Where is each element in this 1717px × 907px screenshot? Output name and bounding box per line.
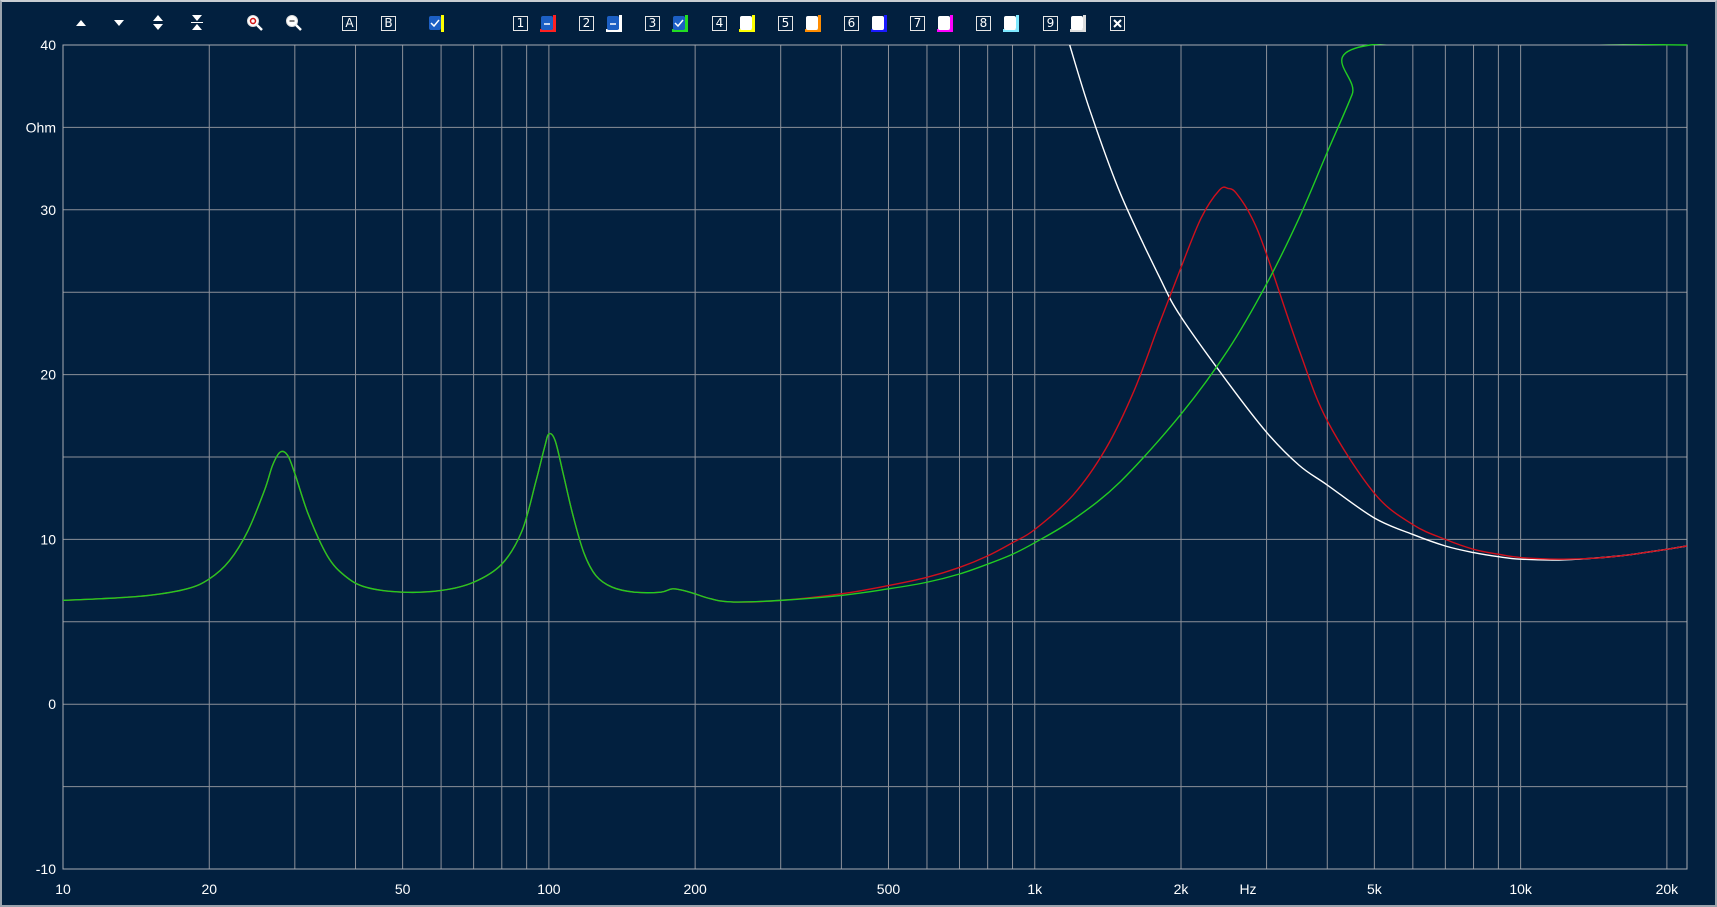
channel-4-key[interactable]: 4 [712,12,727,34]
x-tick-label: 50 [395,881,411,897]
x-tick-label: 500 [877,881,901,897]
x-tick-label: 1k [1027,881,1043,897]
y-tick-label: 30 [40,202,56,218]
plot-area-border [62,44,1688,870]
channel-7-key[interactable]: 7 [910,12,925,34]
marker-b-label: B [381,15,396,31]
green-impedance-curve [63,44,1687,603]
x-tick-label: 5k [1367,881,1383,897]
chart-series [63,44,1687,603]
channel-3-checkbox[interactable] [672,15,688,32]
marker-a-button[interactable]: A [342,12,357,34]
y-tick-label: -10 [36,861,56,877]
channel-8-key[interactable]: 8 [976,12,991,34]
y-tick-label: 10 [40,531,56,547]
channel-6-checkbox[interactable] [871,15,887,32]
channel-9-label: 9 [1043,15,1058,31]
channel-4-label: 4 [712,15,727,31]
channel-6-label: 6 [844,15,859,31]
channel-8-label: 8 [976,15,991,31]
channel-7-label: 7 [910,15,925,31]
x-tick-label: 10k [1509,881,1533,897]
channel-5-key[interactable]: 5 [778,12,793,34]
y-axis-unit-label: Ohm [26,119,56,135]
channel-7-checkbox[interactable] [937,15,953,32]
x-tick-label: 20 [201,881,217,897]
close-box-icon[interactable] [1110,12,1125,34]
channel-5-check-state [806,16,818,30]
channel-1-key[interactable]: 1 [513,12,528,34]
white-impedance-curve [1069,44,1687,561]
channel-5-checkbox[interactable] [805,15,821,32]
channel-3-key[interactable]: 3 [645,12,660,34]
y-tick-label: 40 [40,37,56,53]
channel-6-check-state [872,16,884,30]
zoom-out-icon[interactable] [282,12,306,34]
overlay-toggle-checkbox[interactable] [428,15,444,32]
channel-4-checkbox[interactable] [739,15,755,32]
channel-2-check-state [607,16,619,30]
channel-6-key[interactable]: 6 [844,12,859,34]
x-tick-label: 2k [1174,881,1190,897]
channel-8-checkbox[interactable] [1003,15,1019,32]
channel-8-check-state [1004,16,1016,30]
marker-a-label: A [342,15,357,31]
channel-9-check-state [1071,16,1083,30]
channel-1-checkbox[interactable] [540,15,556,32]
channel-4-check-state [740,16,752,30]
x-tick-label: 200 [683,881,707,897]
channel-5-label: 5 [778,15,793,31]
y-tick-label: 20 [40,367,56,383]
x-tick-label: 10 [55,881,71,897]
channel-3-label: 3 [645,15,660,31]
scroll-down-icon[interactable] [107,12,131,34]
checkmark-icon [429,16,441,30]
expand-range-icon[interactable] [146,12,170,34]
scroll-up-icon[interactable] [69,12,93,34]
x-axis-unit-label: Hz [1239,881,1256,897]
marker-b-button[interactable]: B [381,12,396,34]
channel-3-check-state [673,16,685,30]
channel-1-label: 1 [513,15,528,31]
channel-9-checkbox[interactable] [1070,15,1086,32]
shrink-range-icon[interactable] [185,12,209,34]
channel-2-checkbox[interactable] [606,15,622,32]
x-tick-label: 100 [537,881,561,897]
y-tick-label: 0 [48,696,56,712]
channel-1-check-state [541,16,553,30]
channel-2-label: 2 [579,15,594,31]
chart-grid [62,44,1688,870]
channel-2-key[interactable]: 2 [579,12,594,34]
channel-9-key[interactable]: 9 [1043,12,1058,34]
zoom-in-icon[interactable] [243,12,267,34]
channel-7-check-state [938,16,950,30]
chart-toolbar: A B 1 2 3 4 5 6 7 8 9 [0,0,1717,44]
x-tick-label: 20k [1656,881,1680,897]
